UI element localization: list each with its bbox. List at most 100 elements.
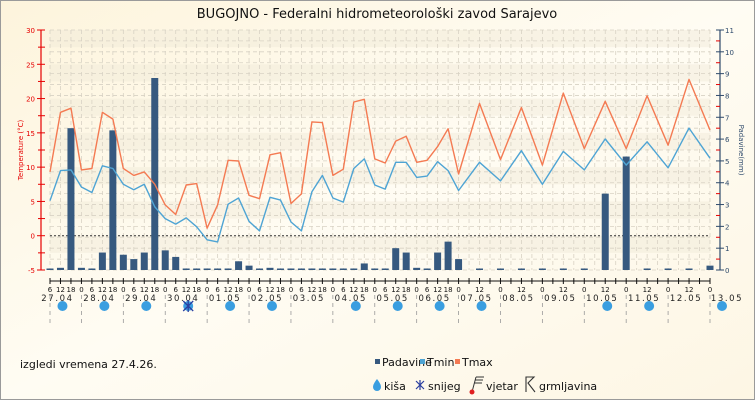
legend-label: Tmin [426,356,454,369]
weather-icon-07.05 [476,301,487,311]
right-axis-tick-label: 4 [725,180,730,188]
legend-item-tmax: Tmax [455,356,493,369]
right-axis-tick-label: 7 [725,114,729,122]
x-axis-hour-label: 12 [182,286,191,294]
precip-bar [371,268,379,270]
left-axis-tick-label: 0 [31,233,35,241]
left-axis-tick-label: 20 [26,96,35,104]
snowflake-icon [415,380,425,390]
rain-icon [476,301,487,311]
weather-icon-01.05 [225,301,236,311]
x-axis-hour-label: 12 [391,286,400,294]
plot-band [50,132,710,150]
precip-bar [235,261,243,270]
weather-icon-02.05 [267,301,277,311]
precip-bar [140,252,148,270]
precip-bar [580,268,588,270]
legend-symbol-kiša: kiša [373,379,406,393]
right-axis-tick-label: 5 [725,158,729,166]
plot-band [50,201,710,219]
x-axis-date-label: 05.05 [377,294,409,304]
weather-icon-13.05 [717,301,727,311]
precip-bar [601,193,609,270]
legend-symbol-label: kiša [384,380,406,393]
thunder-icon [525,376,536,393]
weather-icon-28.04 [99,301,110,311]
precip-bar [434,252,442,270]
precip-bar [455,259,463,270]
precip-bar [413,267,421,270]
plot-band [50,64,710,82]
precip-bar [182,268,190,270]
rain-icon [225,301,236,311]
rain-icon [350,301,361,311]
x-axis-hour-label: 6 [425,286,430,294]
precip-bar [224,268,232,270]
weather-icon-04.05 [350,301,361,311]
precip-bar [360,263,368,270]
x-axis-hour-label: 0 [624,286,628,294]
precip-bar [214,268,222,270]
precip-bar [444,241,452,270]
weather-icon-30.04 [182,300,194,312]
precip-bar [476,268,484,270]
x-axis-hour-label: 6 [173,286,178,294]
x-axis-date-label: 06.05 [418,294,450,304]
x-axis-hour-label: 0 [456,286,460,294]
precip-bar [308,268,316,270]
x-axis-hour-label: 0 [247,286,251,294]
x-axis-date-label: 28.04 [83,294,115,304]
left-axis-tick-label: 10 [26,164,35,172]
x-axis-date-label: 12.05 [670,294,702,304]
x-axis-hour-label: 12 [475,286,484,294]
precip-bar [46,268,54,270]
legend-label: Padavine [382,356,432,369]
precip-bar [88,268,96,270]
x-axis-date-label: 07.05 [460,294,492,304]
x-axis-date-label: 02.05 [251,294,283,304]
rain-icon [644,301,655,311]
x-axis-hour-label: 0 [708,286,712,294]
snow-icon [182,300,194,312]
right-axis-tick-label: 0 [725,267,729,275]
x-axis-hour-label: 18 [402,286,411,294]
right-axis-title: Padavine(mm) [737,125,745,176]
precip-bar [392,248,400,270]
rain-icon [267,301,277,311]
x-axis-hour-label: 12 [266,286,275,294]
x-axis-hour-label: 12 [98,286,107,294]
legend-label: Tmax [461,356,493,369]
precip-bar [350,268,358,270]
forecast-note: izgledi vremena 27.4.26. [20,358,157,371]
x-axis-hour-label: 18 [108,286,117,294]
x-axis-hour-label: 18 [318,286,327,294]
precip-bar [559,268,567,270]
x-axis-hour-label: 0 [540,286,544,294]
x-axis-hour-label: 12 [685,286,694,294]
x-axis-hour-label: 6 [383,286,388,294]
x-axis-date-label: 09.05 [544,294,576,304]
x-axis-hour-label: 18 [360,286,369,294]
right-axis-tick-label: 1 [725,245,729,253]
x-axis-hour-label: 12 [140,286,149,294]
right-axis-tick-label: 6 [725,136,730,144]
precip-bar [109,130,117,270]
precip-bar [119,254,127,270]
x-axis-date-label: 08.05 [502,294,534,304]
tmin-line [49,127,711,243]
legend-swatch [420,359,425,364]
precip-bar [538,268,546,270]
x-axis-hour-label: 18 [444,286,453,294]
legend-item-tmin: Tmin [420,356,454,369]
precip-bar [266,267,274,270]
precip-bar [161,250,169,270]
x-axis-date-label: 04.05 [335,294,367,304]
chart-title: BUGOJNO - Federalni hidrometeorološki za… [197,7,558,22]
precip-bar [297,268,305,270]
precip-bar [256,268,264,270]
x-axis-date-label: 27.04 [41,294,73,304]
wind-barb [471,376,484,393]
x-axis-date-label: 11.05 [628,294,660,304]
legend-symbol-label: vjetar [486,380,518,393]
